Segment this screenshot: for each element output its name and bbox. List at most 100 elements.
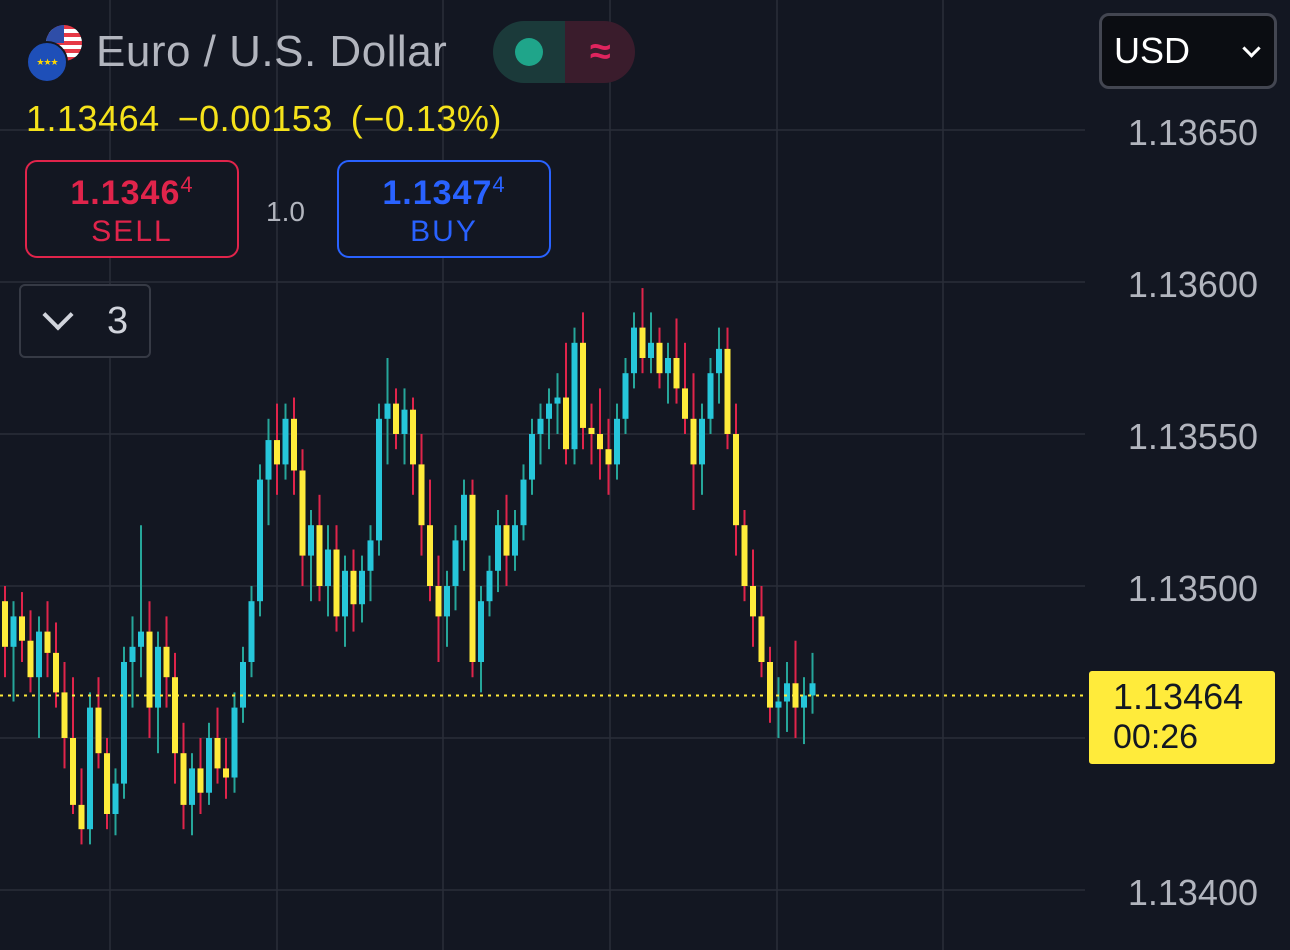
- price-axis-label: 1.13650: [1127, 112, 1258, 153]
- candle-body: [469, 494, 476, 662]
- candle-body: [639, 327, 646, 358]
- price-axis-label: 1.13600: [1127, 264, 1258, 305]
- candle-body: [316, 525, 323, 586]
- buy-price: 1.13474: [382, 172, 506, 212]
- sell-price: 1.13464: [70, 172, 194, 212]
- candle-body: [461, 494, 467, 541]
- candle-body: [376, 418, 382, 541]
- candle-body: [265, 440, 272, 480]
- candle-body: [520, 479, 527, 526]
- candle-body: [792, 683, 799, 708]
- candle-body: [648, 342, 654, 358]
- price-axis-label: 1.13400: [1127, 872, 1258, 913]
- candle-body: [138, 631, 144, 647]
- candle-body: [342, 570, 348, 617]
- candle-body: [257, 479, 263, 602]
- currency-select-value: USD: [1114, 30, 1191, 71]
- candle-body: [206, 738, 212, 793]
- current-price-tag: 1.13464 00:26: [1089, 671, 1275, 764]
- candle-body: [554, 397, 561, 404]
- candle-body: [767, 662, 773, 708]
- candle-body: [724, 348, 731, 434]
- candle-body: [801, 695, 807, 708]
- candle-body: [104, 753, 110, 814]
- candle-body: [172, 677, 178, 754]
- candle-body: [44, 631, 51, 653]
- candle-body: [809, 683, 816, 696]
- quote-line: 1.13464 −0.00153 (−0.13%): [26, 98, 520, 140]
- candle-body: [19, 616, 25, 641]
- candle-body: [750, 586, 756, 617]
- sell-button[interactable]: 1.13464 SELL: [25, 160, 239, 258]
- candle-body: [282, 418, 289, 465]
- candle-body: [197, 768, 204, 793]
- candle-body: [401, 409, 408, 434]
- candle-body: [350, 570, 357, 605]
- price-change: −0.00153: [177, 98, 333, 139]
- candle-body: [10, 616, 17, 647]
- candle-body: [129, 646, 136, 662]
- candle-body: [563, 397, 569, 450]
- candle-body: [418, 464, 425, 526]
- candle-body: [622, 373, 629, 419]
- candle-body: [163, 646, 170, 678]
- candle-countdown: 00:26: [1113, 718, 1199, 756]
- candle-body: [2, 601, 8, 647]
- chart-grid: [0, 0, 1085, 950]
- candle-body: [444, 586, 450, 617]
- candle-body: [189, 768, 195, 805]
- candle-body: [529, 434, 535, 480]
- order-quantity[interactable]: 1.0: [266, 196, 305, 227]
- candle-body: [707, 373, 714, 419]
- candle-body: [308, 525, 314, 556]
- candle-body: [70, 738, 76, 805]
- candle-body: [359, 570, 365, 605]
- buy-button[interactable]: 1.13474 BUY: [337, 160, 551, 258]
- candle-body: [665, 358, 671, 374]
- candle-body: [588, 427, 595, 434]
- candle-body: [121, 662, 127, 784]
- candle-body: [214, 738, 221, 769]
- eu-flag-icon: ★★★: [26, 41, 68, 83]
- candle-body: [410, 409, 416, 465]
- candle-body: [36, 631, 42, 678]
- candle-body: [512, 525, 518, 556]
- chevron-down-icon: [1242, 38, 1261, 58]
- candle-body: [180, 753, 187, 805]
- candle-body: [741, 525, 748, 586]
- candle-body: [614, 418, 620, 465]
- candle-body: [240, 662, 246, 708]
- symbol-title[interactable]: Euro / U.S. Dollar: [96, 27, 448, 76]
- candle-body: [291, 418, 297, 471]
- candle-body: [758, 616, 765, 662]
- candle-body: [274, 440, 280, 465]
- candle-body: [452, 540, 459, 586]
- candle-body: [61, 692, 68, 738]
- market-status-pill[interactable]: ≈: [493, 21, 636, 83]
- candle-body: [537, 418, 544, 434]
- currency-pair-flags: ★★★: [24, 23, 86, 83]
- candle-body: [27, 640, 34, 678]
- green-dot-icon: [515, 38, 544, 66]
- candle-body: [631, 327, 637, 374]
- indicators-toggle-button[interactable]: 3: [19, 284, 151, 358]
- price-change-percent: (−0.13%): [350, 98, 502, 139]
- candle-body: [716, 348, 722, 374]
- candle-body: [699, 418, 705, 465]
- candle-body: [299, 470, 306, 556]
- candle-body: [87, 707, 93, 830]
- candle-body: [486, 570, 493, 602]
- candle-body: [495, 525, 501, 571]
- sell-label: SELL: [91, 215, 173, 248]
- candle-body: [478, 601, 484, 662]
- candle-body: [223, 768, 229, 778]
- symbol-header[interactable]: ★★★ Euro / U.S. Dollar ≈: [24, 21, 636, 83]
- candle-body: [546, 403, 552, 419]
- candle-body: [682, 388, 688, 419]
- candle-body: [155, 646, 161, 708]
- approx-wave-icon: ≈: [565, 21, 636, 83]
- candle-body: [427, 525, 433, 586]
- currency-select[interactable]: USD: [1099, 13, 1277, 89]
- candle-body: [112, 783, 119, 814]
